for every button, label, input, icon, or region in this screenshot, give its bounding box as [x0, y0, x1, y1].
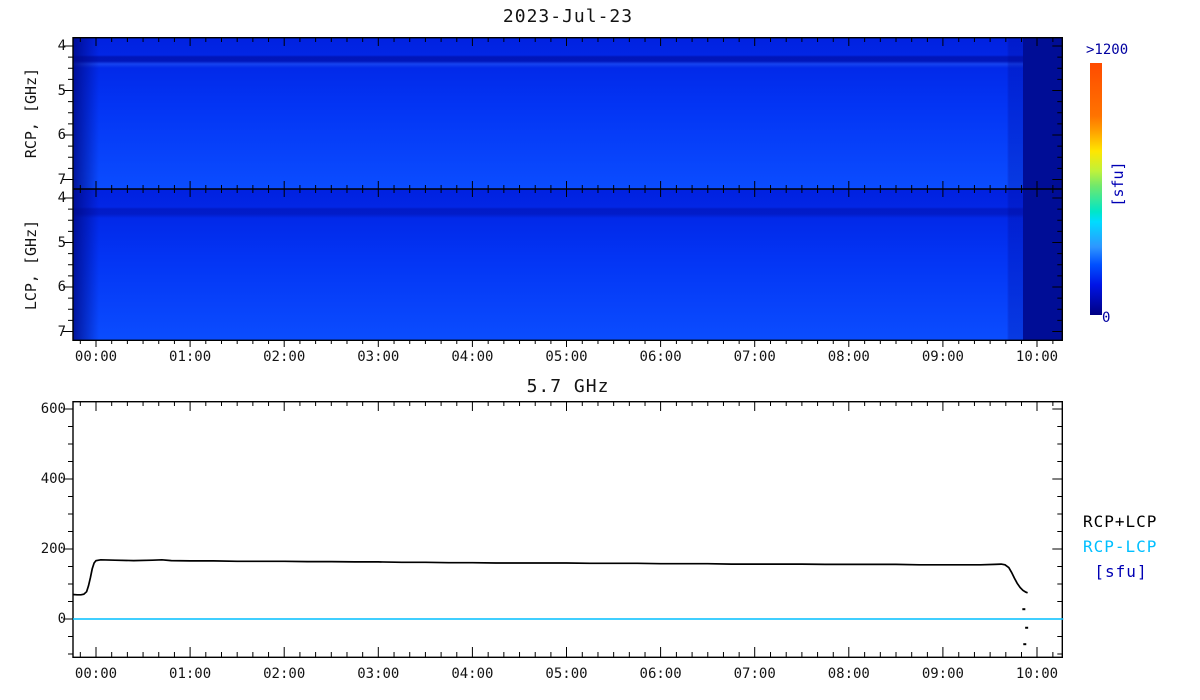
colorbar-max-label: >1200 — [1086, 42, 1129, 58]
spectrogram-title: 2023-Jul-23 — [502, 6, 634, 27]
x-tick-label: 01:00 — [169, 666, 212, 682]
timeseries-canvas — [63, 400, 1064, 659]
y-tick-label: 6 — [57, 279, 66, 295]
x-tick-label: 08:00 — [827, 349, 870, 365]
x-tick-label: 04:00 — [451, 349, 494, 365]
outlier-point — [1025, 626, 1029, 629]
lcp-panel — [73, 189, 1063, 341]
colorbar — [1090, 63, 1102, 315]
x-tick-label: 05:00 — [545, 349, 588, 365]
legend-rcp-plus-lcp: RCP+LCP — [1083, 512, 1158, 531]
y-tick-label: 4 — [57, 190, 66, 206]
spectrogram-plot-area — [73, 37, 1063, 341]
y-tick-label: 0 — [57, 611, 66, 627]
colorbar-min-label: 0 — [1102, 310, 1111, 326]
y-tick-label: 4 — [57, 38, 66, 54]
y-tick-label: 600 — [40, 401, 66, 417]
plot-frame — [72, 400, 1063, 659]
x-tick-label: 10:00 — [1015, 349, 1059, 365]
timeseries-unit-label: [sfu] — [1094, 562, 1148, 581]
x-tick-label: 00:00 — [74, 349, 118, 365]
series-rcp-lcp — [72, 558, 1028, 596]
x-tick-label: 00:00 — [74, 666, 118, 682]
x-tick-label: 08:00 — [827, 666, 870, 682]
x-tick-label: 04:00 — [451, 666, 494, 682]
x-tick-label: 07:00 — [733, 349, 776, 365]
outlier-point — [1023, 643, 1027, 646]
y-tick-label: 5 — [57, 234, 66, 251]
x-tick-label: 07:00 — [733, 666, 776, 682]
x-tick-label: 09:00 — [921, 666, 964, 682]
lcp-axis-label: LCP, [GHz] — [22, 219, 40, 311]
colorbar-unit-label: [sfu] — [1109, 161, 1127, 207]
x-tick-label: 09:00 — [921, 349, 964, 365]
x-tick-label: 05:00 — [545, 666, 588, 682]
legend-rcp-minus-lcp: RCP-LCP — [1083, 537, 1158, 556]
y-tick-label: 7 — [57, 323, 66, 340]
y-tick-label: 6 — [57, 127, 66, 143]
x-tick-label: 06:00 — [639, 349, 682, 365]
x-tick-label: 02:00 — [263, 666, 306, 682]
y-tick-label: 400 — [40, 471, 66, 487]
rcp-axis-label: RCP, [GHz] — [22, 67, 40, 159]
x-tick-label: 02:00 — [263, 349, 306, 365]
x-tick-label: 10:00 — [1015, 666, 1059, 682]
y-tick-label: 5 — [57, 82, 66, 99]
x-tick-label: 03:00 — [357, 666, 400, 682]
spectrogram-axes — [63, 36, 1063, 347]
x-tick-label: 01:00 — [169, 349, 212, 365]
y-tick-label: 7 — [57, 171, 66, 188]
rcp-panel — [73, 37, 1063, 189]
timeseries-title: 5.7 GHz — [526, 376, 610, 397]
x-tick-label: 06:00 — [639, 666, 682, 682]
y-tick-label: 200 — [40, 541, 66, 557]
outlier-point — [1022, 608, 1026, 611]
x-tick-label: 03:00 — [357, 349, 400, 365]
